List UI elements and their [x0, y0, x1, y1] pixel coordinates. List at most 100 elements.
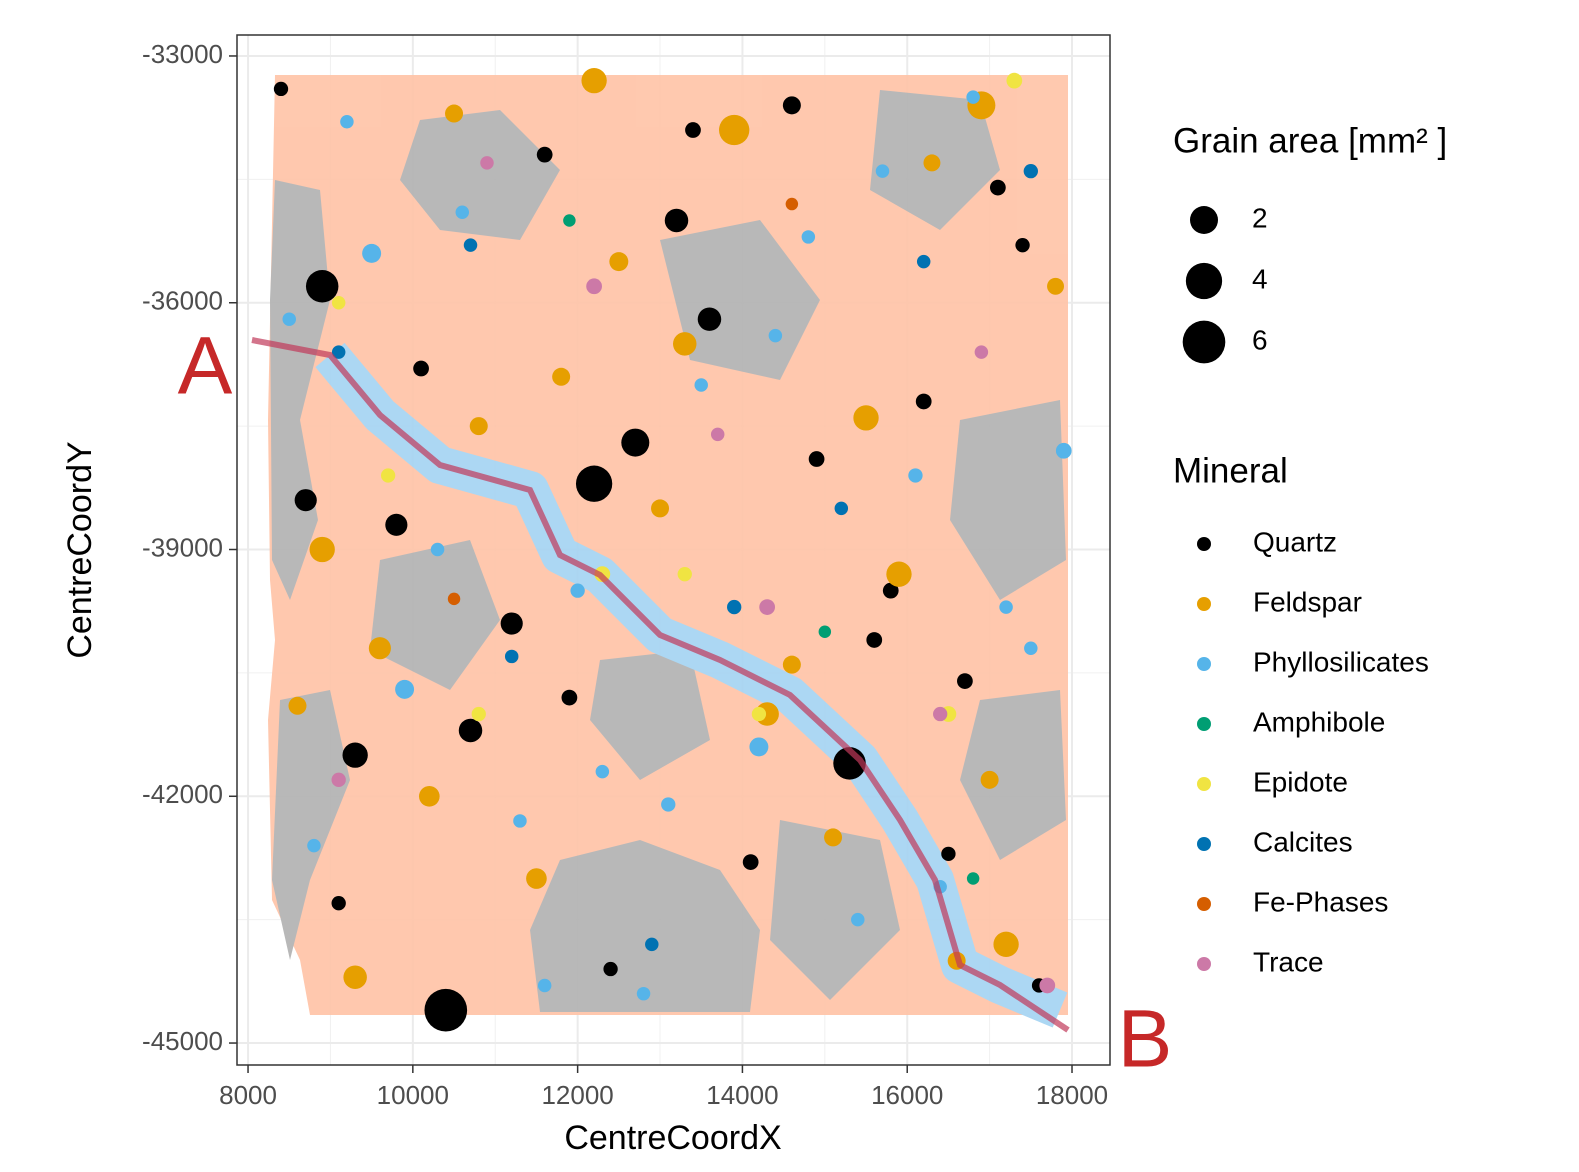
legend-label: Feldspar — [1253, 586, 1362, 617]
point — [526, 868, 547, 889]
point — [501, 612, 523, 634]
point — [835, 502, 848, 515]
y-tick-label: -45000 — [142, 1026, 223, 1056]
annotation: B — [1118, 994, 1173, 1085]
point — [975, 345, 988, 358]
point — [990, 180, 1006, 196]
point — [719, 115, 749, 145]
point — [1024, 164, 1038, 178]
point — [783, 656, 801, 674]
point — [851, 913, 864, 926]
point — [538, 979, 551, 992]
point — [362, 244, 381, 263]
point — [581, 68, 606, 93]
y-tick-label: -42000 — [142, 779, 223, 809]
point — [562, 690, 578, 706]
point — [603, 962, 617, 976]
point — [472, 707, 486, 721]
point — [332, 296, 345, 309]
point — [876, 164, 889, 177]
point — [563, 214, 575, 226]
point — [752, 707, 766, 721]
point — [369, 637, 391, 659]
legend-key — [1197, 837, 1211, 851]
chart: A B CentreCoordX CentreCoordY Grain area… — [0, 0, 1579, 1167]
point — [537, 147, 553, 163]
point — [1039, 978, 1055, 994]
size-legend-key — [1186, 263, 1222, 299]
point — [431, 543, 444, 556]
x-tick-label: 12000 — [541, 1080, 613, 1110]
point — [749, 737, 768, 756]
point — [576, 466, 612, 502]
legend-label: Amphibole — [1253, 706, 1385, 737]
size-legend-title: Grain area [mm² ] — [1173, 121, 1447, 160]
point — [661, 797, 675, 811]
legend-label: Epidote — [1253, 766, 1348, 797]
legend-label: Phyllosilicates — [1253, 646, 1429, 677]
point — [711, 428, 724, 441]
point — [698, 307, 721, 330]
point — [923, 154, 940, 171]
point — [819, 626, 831, 638]
legend-key — [1197, 777, 1211, 791]
point — [464, 238, 477, 251]
point — [802, 230, 815, 243]
size-legend-label: 2 — [1252, 202, 1268, 233]
point — [824, 828, 842, 846]
point — [786, 198, 798, 210]
point — [596, 765, 609, 778]
legend-label: Quartz — [1253, 526, 1337, 557]
point — [424, 989, 467, 1032]
point — [665, 209, 688, 232]
x-tick-label: 14000 — [706, 1080, 778, 1110]
point — [419, 786, 440, 807]
point — [332, 773, 346, 787]
point — [727, 600, 741, 614]
point — [552, 368, 570, 386]
point — [637, 987, 650, 1000]
point — [809, 451, 825, 467]
size-legend-key — [1183, 321, 1226, 364]
point — [342, 742, 367, 767]
point — [1056, 443, 1072, 459]
legend-key — [1197, 537, 1211, 551]
legend-key — [1197, 597, 1211, 611]
legend-key — [1197, 897, 1211, 911]
point — [685, 122, 701, 138]
legend-key — [1197, 717, 1211, 731]
point — [505, 650, 518, 663]
point — [306, 270, 338, 302]
point — [413, 361, 429, 377]
point — [340, 115, 353, 128]
color-legend-title: Mineral — [1173, 451, 1288, 490]
point — [307, 839, 320, 852]
legend-key — [1197, 657, 1211, 671]
point — [283, 312, 296, 325]
point — [385, 514, 407, 536]
point — [1015, 238, 1029, 252]
legend-label: Calcites — [1253, 826, 1353, 857]
point — [886, 562, 911, 587]
point — [908, 468, 922, 482]
point — [288, 697, 306, 715]
x-tick-label: 18000 — [1036, 1080, 1108, 1110]
point — [310, 537, 335, 562]
point — [993, 932, 1018, 957]
size-legend-key — [1190, 206, 1218, 234]
point — [933, 707, 947, 721]
point — [332, 896, 346, 910]
y-tick-label: -39000 — [142, 532, 223, 562]
point — [759, 599, 775, 615]
legend-key — [1197, 957, 1211, 971]
point — [456, 206, 469, 219]
point — [694, 378, 707, 391]
legend-label: Trace — [1253, 946, 1324, 977]
point — [570, 583, 584, 597]
y-tick-label: -36000 — [142, 286, 223, 316]
point — [470, 417, 488, 435]
point — [673, 332, 696, 355]
point — [513, 814, 526, 827]
point — [1024, 641, 1037, 654]
point — [343, 965, 366, 988]
